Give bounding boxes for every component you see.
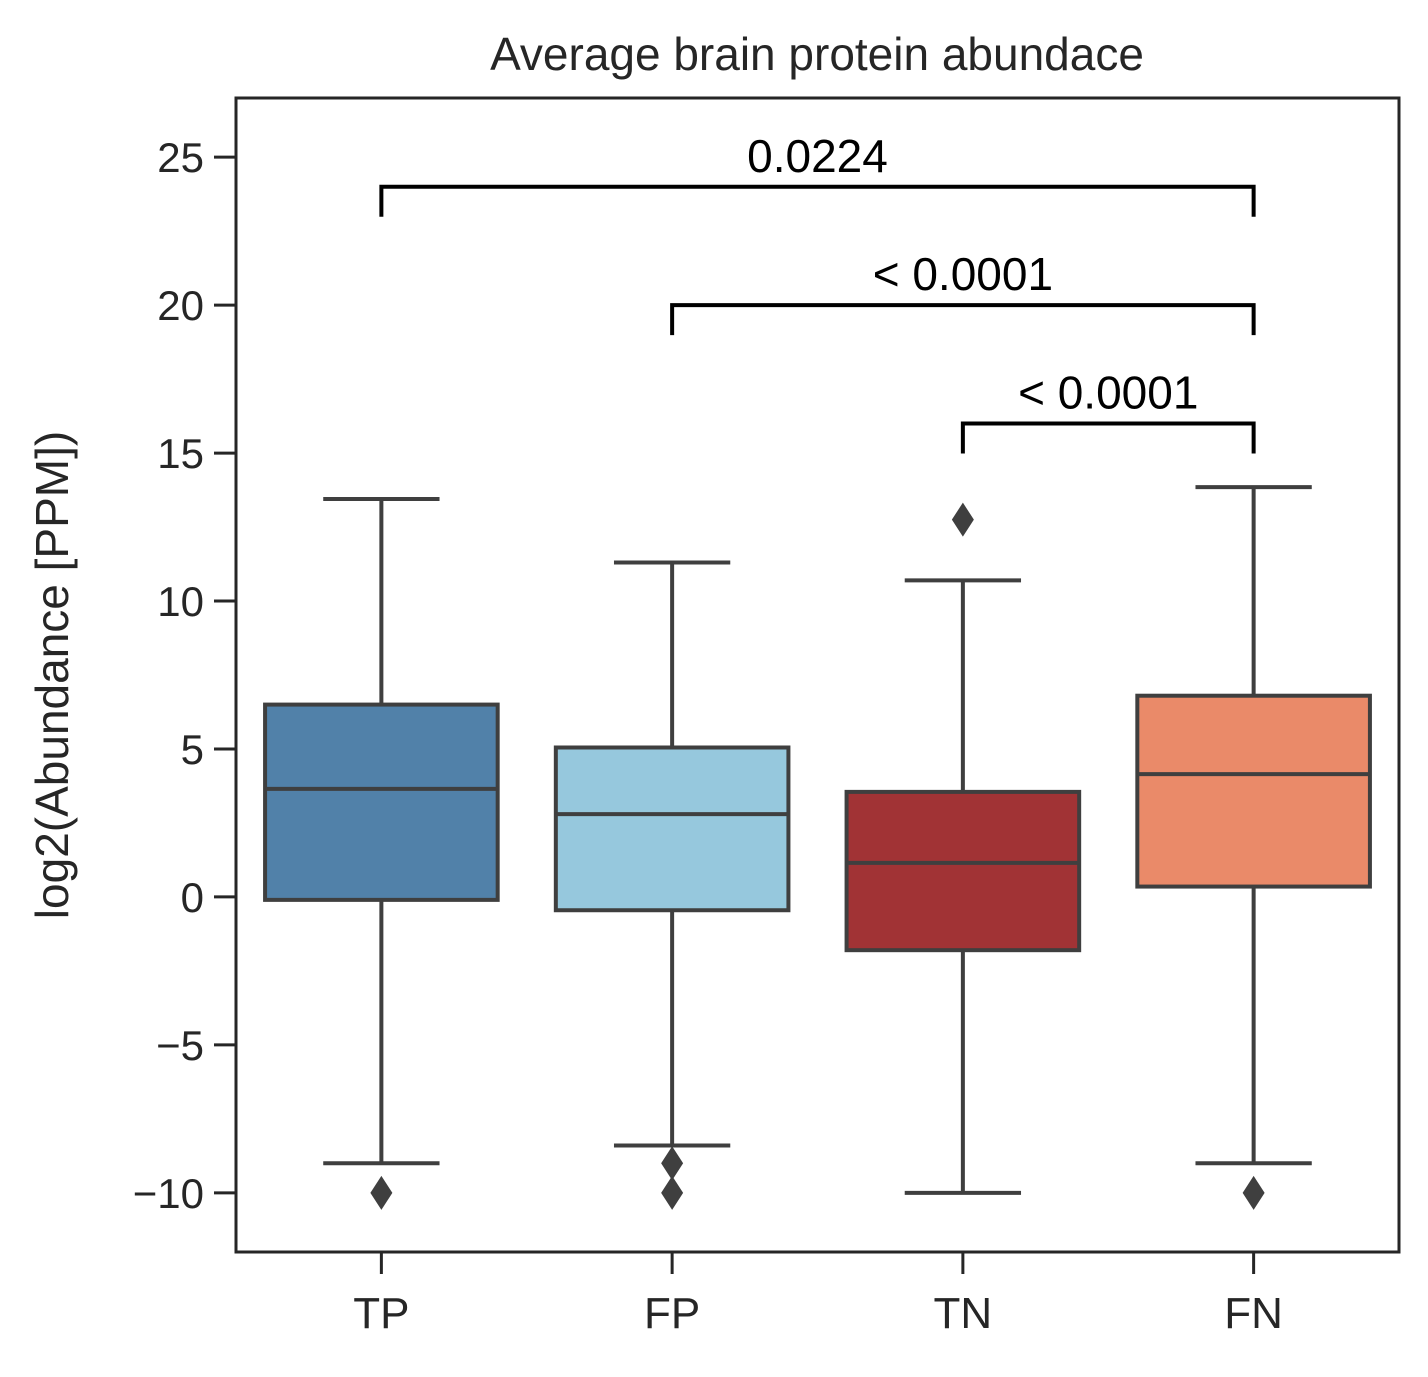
bracket-line bbox=[670, 303, 1256, 336]
significance-bracket: < 0.0001 bbox=[960, 366, 1256, 454]
x-axis: TP FP TN FN bbox=[353, 1252, 1283, 1338]
x-tick-label-tn: TN bbox=[934, 1289, 993, 1338]
y-axis: −10 −5 0 5 10 15 20 25 bbox=[133, 134, 236, 1217]
p-value-label: 0.0224 bbox=[747, 130, 888, 182]
p-value-label: < 0.0001 bbox=[873, 248, 1053, 300]
bracket-line bbox=[960, 421, 1256, 454]
y-tick-label: 5 bbox=[181, 726, 204, 773]
boxes-layer bbox=[263, 485, 1372, 1210]
annotations-layer: 0.0224 < 0.0001 < 0.0001 bbox=[379, 130, 1256, 454]
plot-frame bbox=[234, 96, 1401, 1254]
x-tick-label-fn: FN bbox=[1224, 1289, 1283, 1338]
box-body bbox=[553, 745, 791, 913]
bracket-line bbox=[379, 184, 1256, 217]
box-body bbox=[1135, 693, 1372, 889]
y-tick-label: 20 bbox=[157, 282, 204, 329]
significance-bracket: 0.0224 bbox=[379, 130, 1256, 217]
y-tick-label: 25 bbox=[157, 134, 204, 181]
y-tick-label: 10 bbox=[157, 578, 204, 625]
x-tick-label-tp: TP bbox=[353, 1289, 409, 1338]
x-tick-label-fp: FP bbox=[644, 1289, 700, 1338]
box-fp bbox=[553, 560, 791, 1210]
outlier-point bbox=[1242, 1175, 1265, 1210]
y-tick-label: −5 bbox=[156, 1022, 204, 1069]
y-tick-label: −10 bbox=[133, 1170, 204, 1217]
outlier-point bbox=[951, 502, 974, 537]
p-value-label: < 0.0001 bbox=[1018, 366, 1198, 418]
y-tick-label: 0 bbox=[181, 874, 204, 921]
box-tp bbox=[263, 496, 500, 1210]
box-body bbox=[263, 702, 500, 902]
outlier-point bbox=[661, 1146, 684, 1181]
box-tn bbox=[844, 502, 1082, 1195]
chart-title: Average brain protein abundace bbox=[490, 28, 1144, 80]
outlier-point bbox=[370, 1175, 393, 1210]
box-fn bbox=[1135, 485, 1372, 1210]
outlier-point bbox=[661, 1175, 684, 1210]
y-tick-label: 15 bbox=[157, 430, 204, 477]
box-body bbox=[844, 789, 1082, 953]
significance-bracket: < 0.0001 bbox=[670, 248, 1256, 336]
y-axis-label: log2(Abundance [PPM]) bbox=[26, 431, 78, 919]
